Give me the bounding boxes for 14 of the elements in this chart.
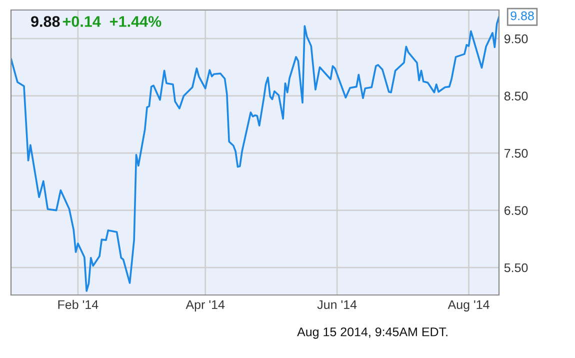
chart-subtitle: +0.14 +1.44% — [62, 16, 162, 27]
y-tick-label: 6.50 — [504, 206, 528, 215]
x-tick-label: Aug '14 — [448, 300, 490, 312]
y-tick-label: 9.50 — [504, 34, 528, 44]
text: Aug 15 2014, 9:45AM EDT. — [297, 327, 448, 339]
x-tick-label: Jun '14 — [317, 300, 357, 310]
annotation: 9.88 — [510, 11, 534, 20]
y-tick-label: 7.50 — [504, 148, 528, 158]
x-tick-label: Feb '14 — [58, 300, 98, 310]
line-series — [11, 16, 499, 292]
y-tick-label: 8.50 — [504, 92, 528, 100]
x-tick-label: Apr '14 — [186, 300, 225, 312]
chart-title: 9.88 — [31, 16, 60, 27]
y-tick-label: 5.50 — [504, 263, 528, 272]
